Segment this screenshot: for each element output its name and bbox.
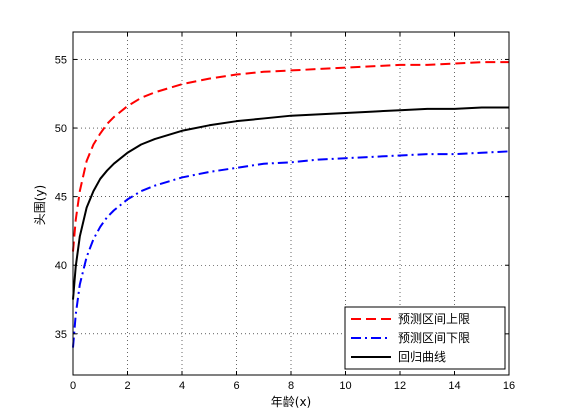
y-tick-label: 45	[55, 192, 67, 204]
x-axis-label: 年龄(x)	[271, 395, 311, 409]
series-line-3	[72, 106, 509, 300]
legend-label-2: 预测区间下限	[398, 331, 470, 345]
y-tick-label: 50	[55, 123, 67, 135]
legend-label-3: 回归曲线	[398, 350, 446, 364]
x-tick-label: 14	[448, 380, 460, 392]
x-tick-label: 10	[339, 380, 351, 392]
grid	[73, 32, 509, 375]
x-tick-label: 6	[233, 380, 239, 392]
y-tick-label: 35	[55, 329, 67, 341]
y-tick-label: 55	[55, 54, 67, 66]
x-tick-label: 16	[503, 380, 515, 392]
y-tick-label: 40	[55, 260, 67, 272]
x-tick-label: 2	[124, 380, 130, 392]
series-line-2	[72, 150, 510, 348]
series-line-1	[72, 61, 509, 252]
legend-label-1: 预测区间上限	[398, 312, 470, 326]
x-tick-label: 0	[70, 380, 76, 392]
x-tick-label: 8	[288, 380, 294, 392]
x-tick-label: 4	[179, 380, 185, 392]
x-tick-label: 12	[394, 380, 406, 392]
ticks: 0 2 4 6 8 10 12 14 16 35 40 45 50 55	[55, 32, 515, 392]
series-lines	[72, 61, 510, 348]
y-axis-label: 头围(y)	[33, 185, 47, 225]
